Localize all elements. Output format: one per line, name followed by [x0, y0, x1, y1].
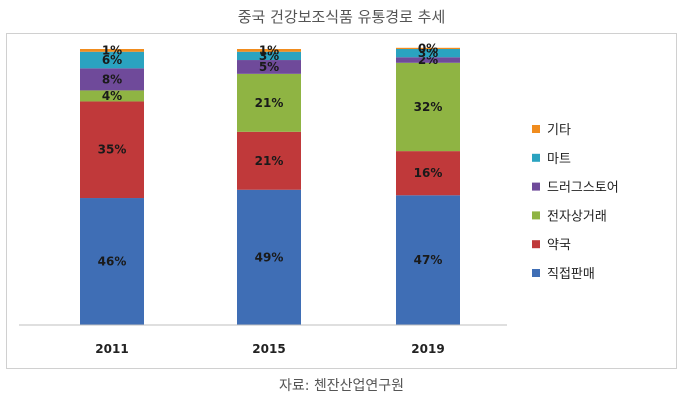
- bar-segment: [396, 151, 460, 196]
- data-label: 35%: [98, 143, 127, 157]
- x-tick-label: 2011: [95, 342, 128, 356]
- legend-swatch: [532, 240, 540, 249]
- bar-segment: [80, 101, 144, 199]
- data-label: 5%: [259, 60, 279, 74]
- data-label: 8%: [102, 72, 122, 86]
- legend-swatch: [532, 153, 540, 162]
- bar-segment: [237, 60, 301, 74]
- x-tick-label: 2015: [252, 342, 285, 356]
- data-label: 21%: [255, 154, 284, 168]
- data-label: 6%: [102, 53, 122, 67]
- legend-swatch: [532, 125, 540, 133]
- bar-segment: [237, 189, 301, 325]
- bar-segment: [80, 90, 144, 102]
- data-label: 16%: [414, 166, 443, 180]
- legend-swatch: [532, 182, 540, 191]
- legend-label: 직접판매: [547, 267, 595, 282]
- bar-segment: [396, 57, 460, 63]
- data-label: 0%: [418, 41, 438, 55]
- data-label: 3%: [259, 49, 279, 63]
- legend-label: 마트: [547, 152, 571, 167]
- data-label: 1%: [102, 43, 122, 57]
- legend-swatch: [532, 269, 540, 277]
- legend-label: 드러그스토어: [547, 181, 619, 196]
- data-label: 4%: [102, 89, 122, 103]
- bar-segment: [237, 51, 301, 61]
- bar-segment: [80, 49, 144, 52]
- data-label: 3%: [418, 46, 438, 60]
- source-note: 자료: 첸잔산업연구원: [278, 378, 405, 394]
- bar-segment: [80, 198, 144, 325]
- bar-segment: [396, 47, 460, 49]
- bar-segment: [396, 49, 460, 58]
- data-label: 1%: [259, 43, 279, 57]
- chart-title: 중국 건강보조식품 유통경로 추세: [237, 8, 446, 26]
- bar-segment: [396, 62, 460, 152]
- data-label: 47%: [414, 253, 443, 267]
- bar-segment: [237, 73, 301, 132]
- data-label: 49%: [255, 250, 284, 264]
- chart-frame: 46% 35% 4% 8% 6% 1% 2011 49% 21% 21% 5% 3% 1% 2015 47%…: [6, 33, 677, 369]
- data-label: 46%: [98, 255, 127, 269]
- bar-segment: [80, 68, 144, 91]
- legend-swatch: [532, 211, 540, 220]
- stacked-bar-chart: 46%35%4%8%6%1%201149%21%21%5%3%1%201547%…: [19, 41, 619, 356]
- data-label: 32%: [414, 100, 443, 114]
- legend-label: 전자상거래: [547, 209, 607, 224]
- legend-label: 약국: [547, 238, 571, 253]
- x-tick-label: 2019: [411, 342, 444, 356]
- bar-segment: [80, 51, 144, 69]
- legend-label: 기타: [547, 123, 571, 138]
- data-label: 21%: [255, 96, 284, 110]
- bar-segment: [396, 195, 460, 325]
- bar-segment: [237, 131, 301, 190]
- bar-segment: [237, 49, 301, 52]
